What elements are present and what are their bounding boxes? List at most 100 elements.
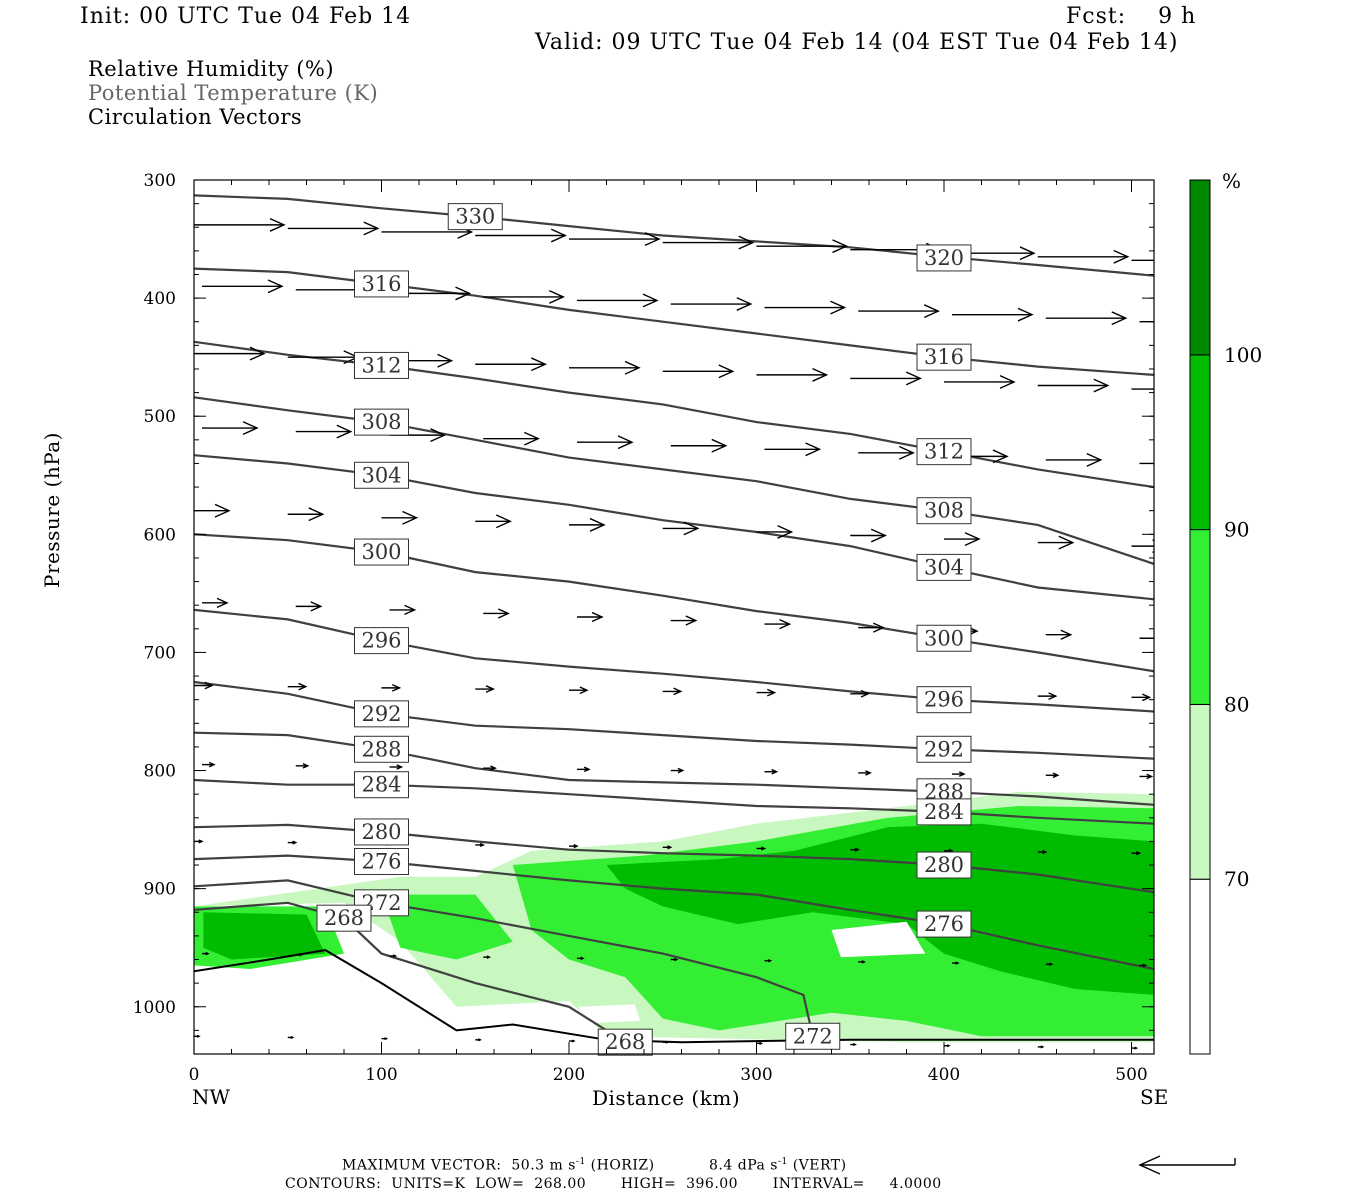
circulation-vector (202, 421, 259, 435)
circulation-vector (475, 357, 547, 372)
theta-contour-272 (194, 879, 814, 1037)
colorbar-segment (1189, 878, 1211, 1055)
rh-hole-1 (578, 1004, 641, 1024)
contour-label: 312 (354, 351, 409, 379)
theta-contour-296 (194, 608, 1154, 713)
circulation-vector (764, 958, 773, 963)
circulation-vector (764, 300, 847, 315)
contour-label: 296 (916, 686, 972, 714)
y-tick-label: 500 (144, 407, 176, 427)
circulation-vector (756, 239, 849, 254)
circulation-vector (1045, 772, 1060, 779)
contour-label: 308 (354, 408, 409, 436)
theta-contour-330 (194, 194, 1154, 277)
circulation-vector (756, 688, 777, 697)
colorbar-segment (1189, 529, 1211, 705)
circulation-vector (194, 681, 214, 690)
circulation-vector (295, 953, 304, 957)
circulation-vector (1037, 249, 1130, 264)
contour-label: 268 (597, 1028, 653, 1056)
circulation-vector (194, 503, 231, 518)
theta-contour-312 (194, 340, 1154, 489)
y-tick-label: 300 (144, 171, 176, 191)
contour-label: 300 (354, 538, 409, 566)
svg-text:296: 296 (361, 629, 401, 653)
svg-text:320: 320 (924, 246, 964, 270)
svg-text:276: 276 (361, 849, 401, 873)
legend-vectors: Circulation Vectors (88, 105, 303, 129)
theta-contour-316 (194, 267, 1154, 376)
circulation-vector (202, 951, 210, 956)
contour-label: 292 (354, 700, 409, 728)
colorbar: 70 80 90 100% (1189, 169, 1262, 1055)
circulation-vector (202, 761, 216, 768)
circulation-vector (569, 686, 589, 695)
circulation-vector (287, 350, 360, 365)
valid-time: Valid: 09 UTC Tue 04 Feb 14 (04 EST Tue … (535, 30, 1179, 55)
circulation-vector (287, 507, 325, 522)
svg-text:272: 272 (793, 1024, 833, 1048)
contour-label: 308 (916, 497, 972, 525)
svg-text:268: 268 (605, 1030, 645, 1054)
x-tick-label: 200 (553, 1065, 585, 1085)
contour-label: 330 (447, 203, 503, 231)
theta-contour-268 (194, 901, 626, 1044)
plot-frame (193, 179, 1155, 1055)
circulation-vector (1045, 962, 1054, 966)
contour-label: 316 (354, 270, 409, 298)
contour-label: 280 (916, 851, 972, 879)
contour-label: 292 (916, 735, 972, 763)
circulation-vector (475, 1038, 482, 1042)
svg-text:268: 268 (324, 906, 364, 930)
reference-vector (1138, 1155, 1236, 1175)
circulation-vector (1131, 693, 1152, 702)
footer-contours: CONTOURS: UNITS=K LOW= 268.00 HIGH= 396.… (285, 1176, 942, 1192)
circulation-vector (483, 955, 491, 959)
svg-text:304: 304 (361, 463, 401, 487)
forecast-hour: Fcst: 9 h (1066, 4, 1197, 29)
circulation-vector (670, 615, 698, 626)
y-tick-label: 1000 (133, 998, 176, 1018)
svg-text:300: 300 (924, 626, 964, 650)
circulation-vector (475, 685, 495, 693)
theta-contour-300 (194, 533, 1154, 673)
circulation-vector (756, 525, 794, 539)
x-tick-label: 500 (1115, 1065, 1147, 1085)
y-tick-label: 400 (144, 289, 176, 309)
theta-contour-284 (194, 778, 1154, 825)
circulation-vector (1131, 851, 1142, 856)
circulation-vector (1139, 637, 1154, 639)
circulation-vector (569, 360, 641, 375)
circulation-vector (1131, 1046, 1139, 1050)
circulation-vector (202, 279, 284, 294)
circulation-vector (389, 764, 404, 770)
circulation-vector (577, 293, 659, 308)
circulation-vector (756, 1041, 764, 1045)
circulation-vector (858, 622, 885, 633)
circulation-vector (295, 763, 310, 769)
contour-label: 276 (354, 847, 409, 875)
circulation-vector (381, 683, 402, 692)
contour-label: 300 (916, 624, 972, 652)
circulation-vector (662, 521, 700, 536)
circulation-vector (764, 442, 822, 457)
x-end-label-nw: NW (192, 1085, 231, 1109)
contour-label: 312 (916, 438, 972, 466)
colorbar-label: 80 (1224, 692, 1249, 716)
circulation-vector (1131, 388, 1154, 390)
circulation-vector (952, 961, 960, 965)
svg-text:330: 330 (455, 205, 495, 229)
svg-text:308: 308 (924, 499, 964, 523)
circulation-vector (662, 235, 755, 250)
circulation-vector (475, 514, 512, 529)
contour-label: 320 (916, 244, 972, 272)
contour-label: 304 (916, 553, 972, 581)
circulation-vector (858, 445, 915, 460)
circulation-vector (756, 846, 767, 851)
axes-layer: 0 100 200 300 400 500 300 400 500 600 700 800 900 100… (133, 171, 1169, 1109)
rh-region-90-4 (203, 912, 326, 960)
footer-max-vector: MAXIMUM VECTOR: 50.3 m s-1 (HORIZ) 8.4 d… (342, 1157, 847, 1174)
svg-text:292: 292 (924, 737, 964, 761)
ref-vector-head (1138, 1155, 1161, 1175)
x-end-label-se: SE (1140, 1085, 1168, 1109)
